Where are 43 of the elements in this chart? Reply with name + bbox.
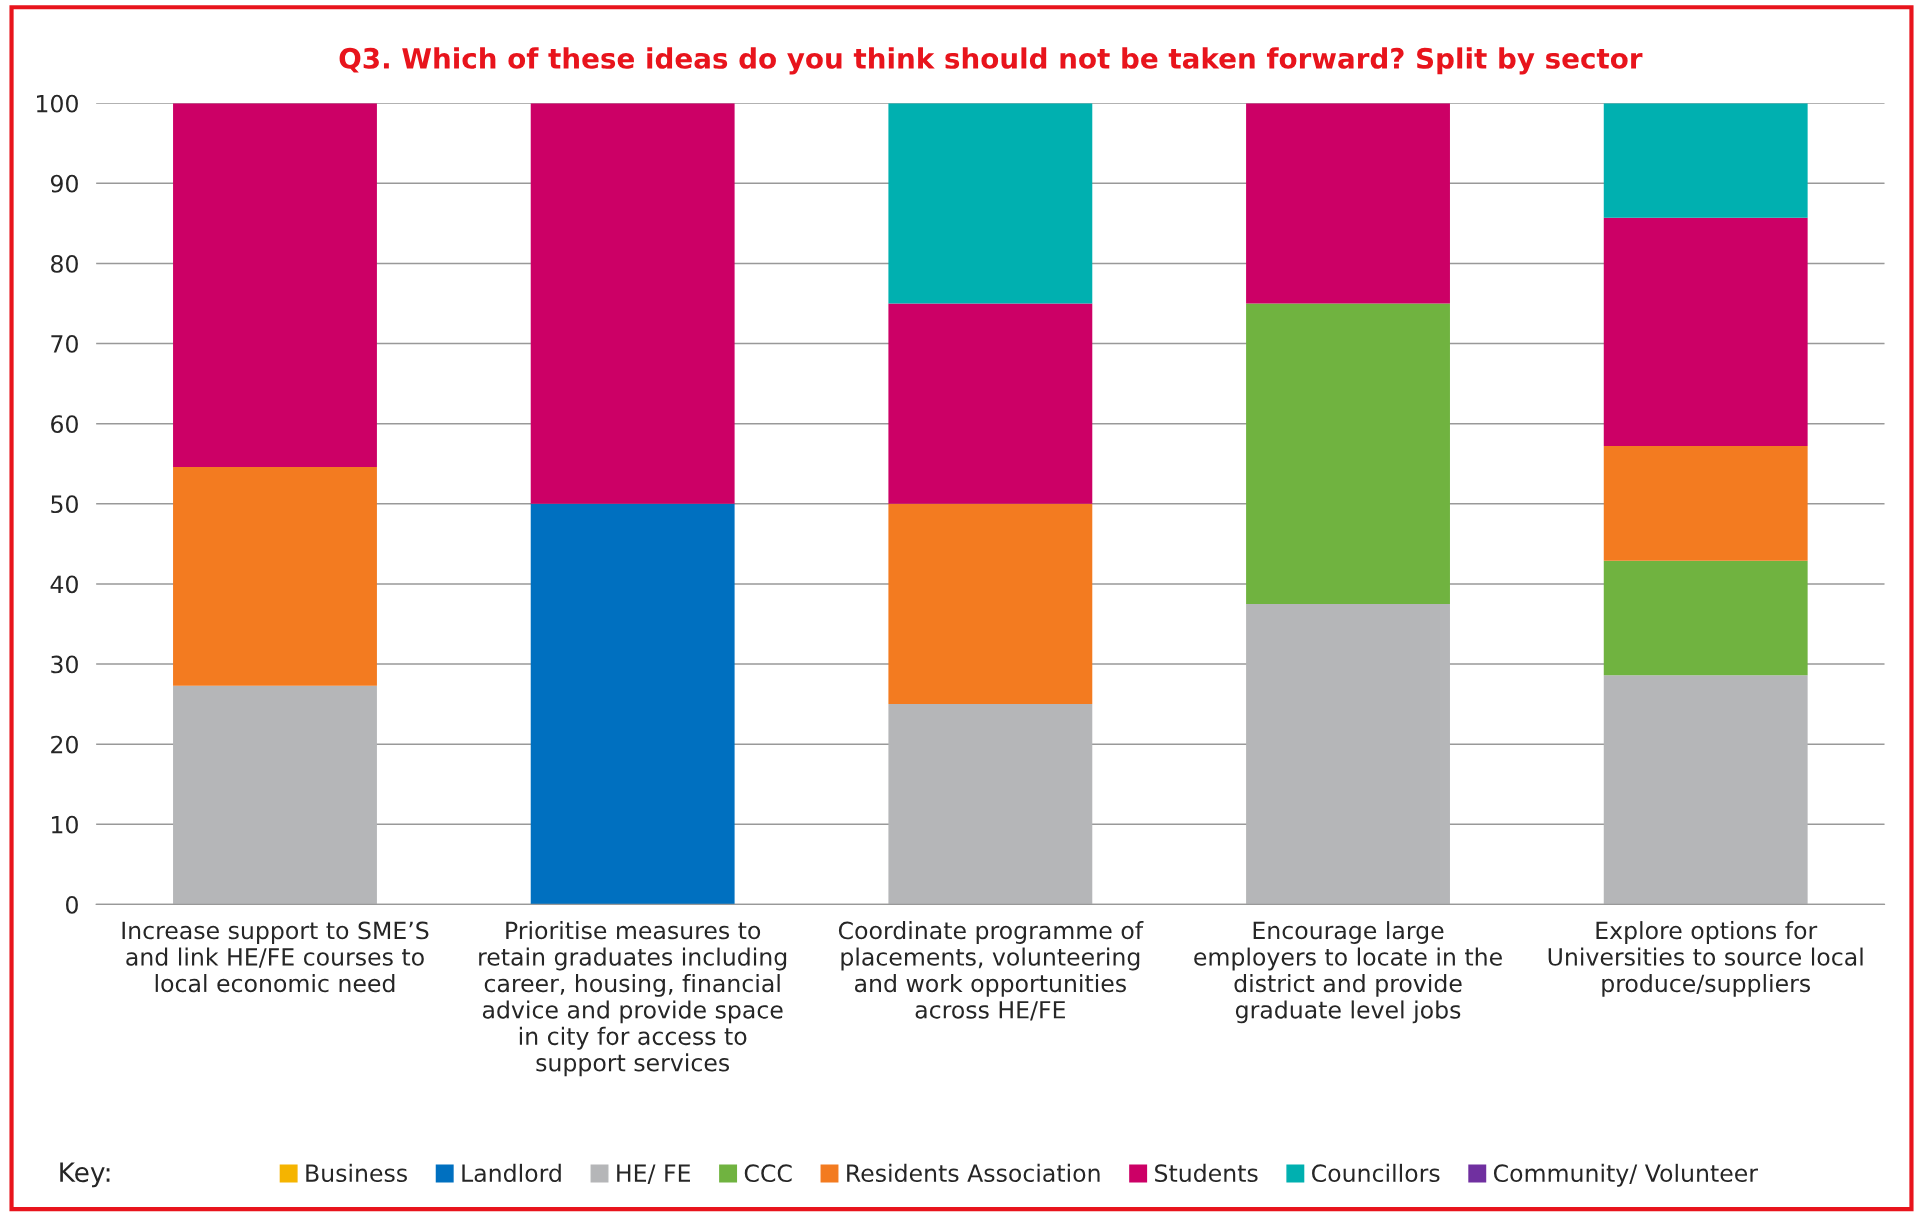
legend-label: HE/ FE — [617, 1164, 690, 1184]
y-tick-label: 0 — [66, 895, 78, 914]
bar — [1603, 675, 1808, 905]
x-tick-label: Coordinate programme of placements, volunteering and work opportunities across HE/FE — [838, 921, 1144, 1021]
bar — [173, 103, 377, 467]
x-tick-label: Prioritise measures to retain graduates including career, housing, financial advice and provide space in city for access to support services — [479, 921, 787, 1077]
bar — [1246, 303, 1450, 604]
bar — [888, 704, 1093, 905]
y-tick-label: 20 — [51, 735, 78, 754]
y-tick-label: 30 — [51, 655, 78, 674]
y-tick-label: 60 — [51, 415, 78, 433]
legend-label: Community/ Volunteer — [1493, 1163, 1758, 1187]
bar — [888, 303, 1093, 504]
bar — [530, 103, 735, 504]
bar — [1603, 103, 1808, 218]
x-tick-label: Encourage large employers to locate in the district and provide graduate level jobs — [1194, 921, 1502, 1024]
y-tick-label: 80 — [51, 254, 78, 273]
y-tick-label: 40 — [50, 575, 78, 594]
bar — [888, 503, 1093, 705]
bar — [1603, 446, 1808, 561]
bar — [1603, 217, 1808, 447]
legend-label: CCC — [744, 1164, 792, 1183]
x-tick-label: Increase support to SME’S and link HE/FE courses to local economic need — [122, 921, 429, 993]
y-tick-label: 70 — [51, 335, 78, 353]
bar — [1246, 603, 1450, 905]
bar — [1246, 103, 1450, 304]
legend-label: Councillors — [1312, 1163, 1440, 1183]
legend-label: Landlord — [462, 1163, 561, 1183]
y-tick-label: 100 — [37, 94, 78, 113]
y-tick-label: 50 — [51, 495, 78, 514]
y-tick-label: 10 — [52, 815, 78, 834]
legend-label: Residents Association — [847, 1163, 1100, 1183]
bar — [173, 466, 377, 686]
legend-label: Students — [1155, 1163, 1258, 1183]
legend-title: Key: — [60, 1162, 110, 1188]
chart-title: Q3. Which of these ideas do you think should not be taken forward? Split by sector — [339, 47, 1643, 75]
bar — [1603, 560, 1808, 676]
bar — [173, 685, 377, 905]
bar — [888, 103, 1093, 304]
bar — [530, 503, 735, 905]
legend-label: Business — [306, 1163, 407, 1183]
y-tick-label: 90 — [50, 174, 78, 193]
x-tick-label: Explore options for Universities to source local produce/suppliers — [1548, 921, 1863, 997]
